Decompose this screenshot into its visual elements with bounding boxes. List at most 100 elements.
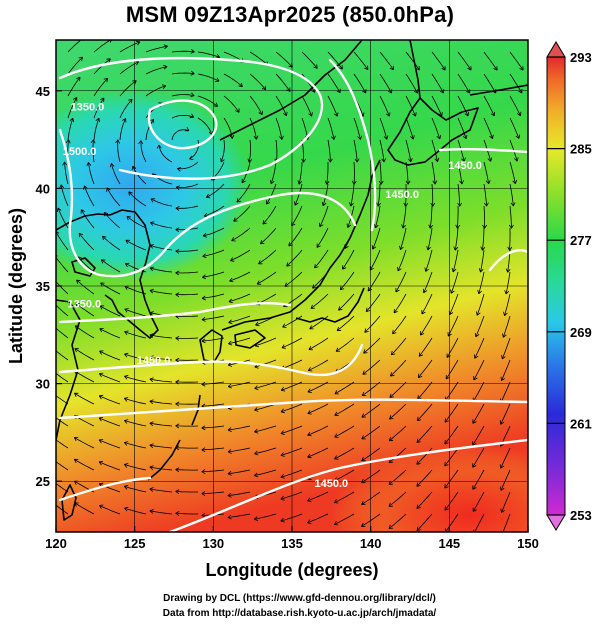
streamline-arrowhead xyxy=(73,97,78,102)
streamline xyxy=(361,381,381,396)
streamline-arrowhead xyxy=(83,185,88,190)
streamline-arrowhead xyxy=(103,77,109,83)
streamline xyxy=(227,425,251,431)
streamline-arrowhead xyxy=(74,480,79,485)
streamline-arrowhead xyxy=(515,134,520,139)
streamline xyxy=(444,425,459,445)
streamline-arrowhead xyxy=(50,391,54,395)
contour-1500-west xyxy=(58,128,357,278)
colorbar-tick-label: 269 xyxy=(570,325,592,340)
streamline-arrowhead xyxy=(231,237,236,242)
streamline-arrowhead xyxy=(280,517,285,523)
streamline xyxy=(103,211,121,229)
streamline-arrowhead xyxy=(336,88,341,94)
streamline xyxy=(145,66,168,75)
streamline xyxy=(228,315,251,323)
streamline xyxy=(334,425,355,438)
streamline xyxy=(427,227,433,251)
streamline xyxy=(149,422,173,427)
streamline-arrowhead xyxy=(213,102,218,107)
streamline-arrowhead xyxy=(131,165,137,171)
streamline-arrowhead xyxy=(388,502,393,507)
streamline xyxy=(236,183,251,203)
streamline-arrowhead xyxy=(383,135,389,140)
streamline xyxy=(450,271,459,294)
streamline-arrowhead xyxy=(466,89,471,94)
streamline-arrowhead xyxy=(424,267,430,272)
x-tick-label: 120 xyxy=(45,536,67,551)
streamline xyxy=(480,249,485,273)
streamline-arrowhead xyxy=(124,485,129,490)
streamline-arrowhead xyxy=(444,418,449,423)
streamline xyxy=(145,119,155,141)
streamline xyxy=(444,403,459,423)
streamline xyxy=(201,403,225,407)
streamline xyxy=(76,279,95,295)
streamline-arrowhead xyxy=(125,239,130,244)
streamline-arrowhead xyxy=(413,89,419,94)
streamline xyxy=(361,425,381,440)
streamline xyxy=(149,334,173,339)
streamline-arrowhead xyxy=(62,161,68,166)
streamline-arrowhead xyxy=(201,295,206,301)
streamline xyxy=(197,73,220,82)
streamline-arrowhead xyxy=(121,118,127,123)
streamline xyxy=(88,162,95,185)
streamline-arrowhead xyxy=(334,390,339,395)
streamline-arrowhead xyxy=(106,58,111,63)
streamline-arrowhead xyxy=(258,260,263,265)
streamline-arrowhead xyxy=(376,202,382,207)
credit-data: Data from http://database.rish.kyoto-u.a… xyxy=(162,608,437,619)
streamline xyxy=(126,216,147,229)
streamline-arrowhead xyxy=(397,266,402,272)
streamline-arrowhead xyxy=(512,179,518,184)
streamline-arrowhead xyxy=(439,89,445,94)
streamline xyxy=(124,353,147,361)
streamline xyxy=(124,375,147,383)
streamline xyxy=(67,118,74,141)
streamline-arrowhead xyxy=(500,508,505,514)
streamline xyxy=(111,163,121,185)
streamline-arrowhead xyxy=(149,288,154,294)
streamline xyxy=(56,231,69,251)
streamline xyxy=(402,205,407,229)
streamline xyxy=(339,271,355,290)
streamline xyxy=(416,403,433,422)
streamline-arrowhead xyxy=(288,63,293,68)
streamline xyxy=(64,161,69,185)
streamline xyxy=(119,118,126,141)
streamline xyxy=(84,185,95,207)
streamline-arrowhead xyxy=(416,526,421,531)
streamline-arrowhead xyxy=(459,180,464,185)
streamline-arrowhead xyxy=(190,70,195,76)
streamline xyxy=(391,337,407,356)
streamline xyxy=(171,129,190,141)
streamline-arrowhead xyxy=(321,201,327,207)
streamline xyxy=(500,403,511,425)
streamline-arrowhead xyxy=(336,326,342,332)
streamline xyxy=(56,439,69,449)
streamline-arrowhead xyxy=(334,411,339,416)
streamline-arrowhead xyxy=(504,290,510,295)
streamline-arrowhead xyxy=(485,180,491,185)
x-tick-label: 145 xyxy=(438,536,460,551)
streamline xyxy=(280,513,303,522)
streamline-arrowhead xyxy=(238,82,243,88)
streamline-arrowhead xyxy=(233,217,238,222)
streamline-arrowhead xyxy=(307,367,313,372)
colorbar-top-arrow xyxy=(546,41,566,58)
streamline-arrowhead xyxy=(487,157,493,162)
streamline-arrowhead xyxy=(389,65,394,71)
streamline xyxy=(454,227,459,251)
streamline xyxy=(67,97,78,119)
streamline xyxy=(353,139,358,163)
streamline-arrowhead xyxy=(499,420,505,425)
streamline xyxy=(98,439,121,449)
streamline-arrowhead xyxy=(307,453,312,459)
y-axis: 25 30 35 40 45 xyxy=(36,84,62,489)
streamline-arrowhead xyxy=(205,193,211,199)
streamline-arrowhead xyxy=(99,328,104,333)
streamline-arrowhead xyxy=(434,157,440,162)
streamline xyxy=(254,359,277,368)
streamline-arrowhead xyxy=(177,166,182,172)
